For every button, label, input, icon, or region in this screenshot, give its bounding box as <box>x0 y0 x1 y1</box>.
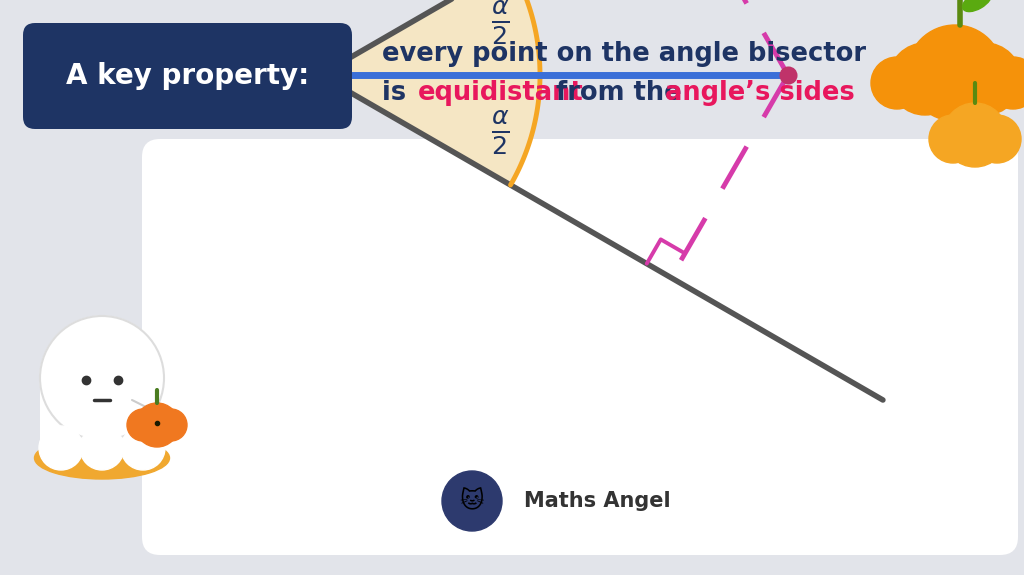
Circle shape <box>907 25 1002 121</box>
Circle shape <box>949 43 1021 115</box>
Ellipse shape <box>35 437 170 479</box>
Circle shape <box>40 316 164 440</box>
Circle shape <box>973 115 1021 163</box>
Text: A key property:: A key property: <box>66 62 309 90</box>
Text: is: is <box>382 80 415 106</box>
Circle shape <box>155 409 187 441</box>
Text: every point on the angle bisector: every point on the angle bisector <box>382 41 866 67</box>
Circle shape <box>987 57 1024 109</box>
Circle shape <box>127 409 159 441</box>
Circle shape <box>135 403 179 447</box>
Circle shape <box>442 471 502 531</box>
Circle shape <box>943 103 1007 167</box>
FancyBboxPatch shape <box>142 139 1018 555</box>
Polygon shape <box>319 0 540 185</box>
Circle shape <box>80 426 124 470</box>
FancyBboxPatch shape <box>40 373 164 445</box>
Text: 🐱: 🐱 <box>460 489 484 513</box>
Circle shape <box>871 57 923 109</box>
Ellipse shape <box>963 0 991 12</box>
Text: Maths Angel: Maths Angel <box>524 491 671 511</box>
Circle shape <box>39 426 83 470</box>
Text: equidistant: equidistant <box>418 80 583 106</box>
Circle shape <box>121 426 165 470</box>
Text: angle’s sides: angle’s sides <box>666 80 855 106</box>
Text: from the: from the <box>547 80 691 106</box>
Circle shape <box>929 115 977 163</box>
Text: $\frac{\alpha}{2}$: $\frac{\alpha}{2}$ <box>490 109 509 157</box>
Text: $\frac{\alpha}{2}$: $\frac{\alpha}{2}$ <box>490 0 509 47</box>
FancyBboxPatch shape <box>23 23 352 129</box>
Circle shape <box>889 43 961 115</box>
